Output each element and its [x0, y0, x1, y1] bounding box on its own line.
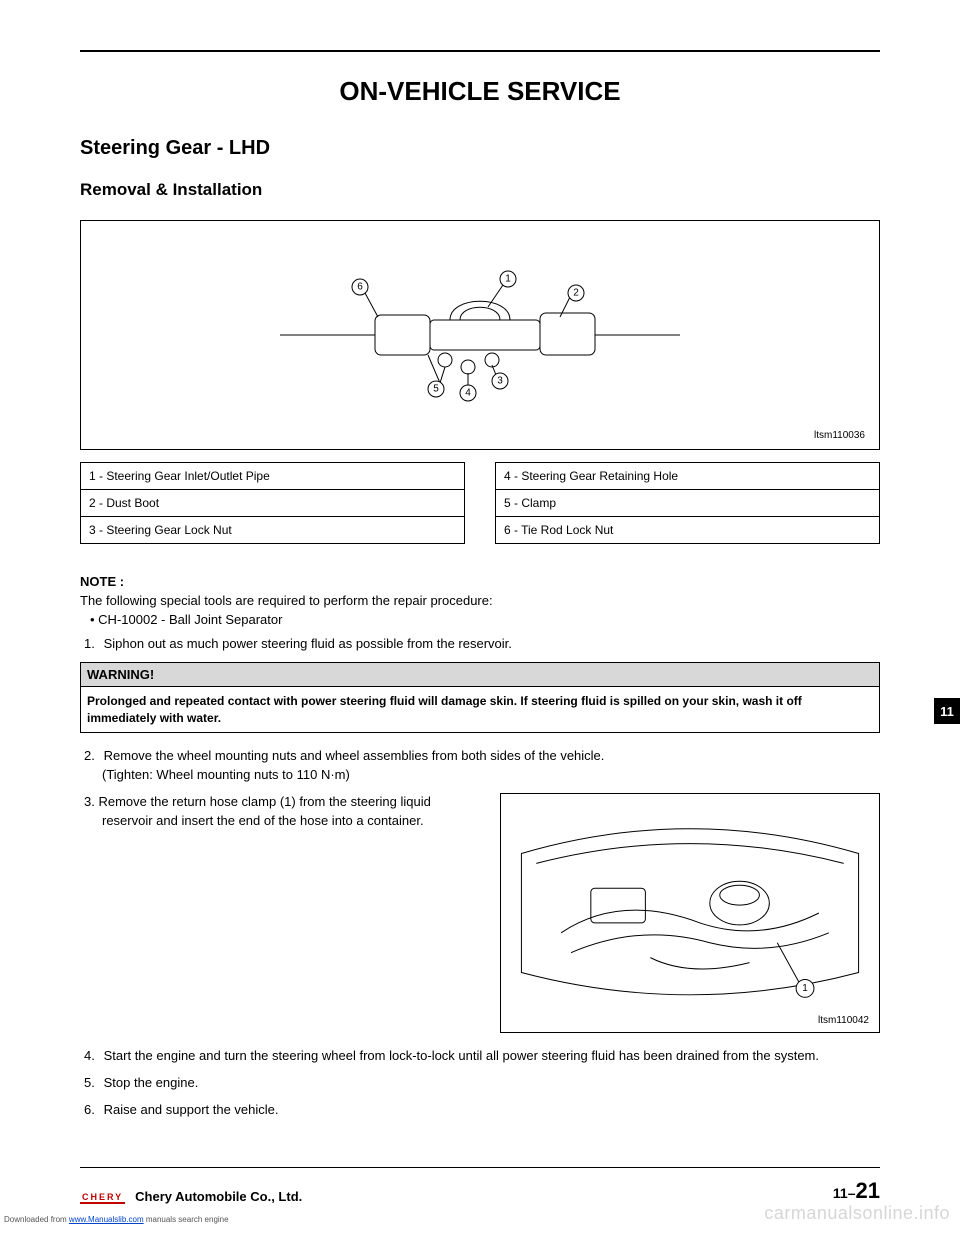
callout-4: 4 [465, 388, 471, 399]
step-2: 2. Remove the wheel mounting nuts and wh… [80, 747, 880, 785]
manualslib-link[interactable]: www.Manualslib.com [69, 1215, 144, 1224]
note-text: The following special tools are required… [80, 593, 880, 608]
engine-bay-diagram: 1 [501, 794, 879, 1032]
subsection-title: Removal & Installation [80, 180, 880, 200]
callout-5: 5 [433, 384, 439, 395]
callout-6: 6 [357, 282, 363, 293]
dl-prefix: Downloaded from [4, 1215, 69, 1224]
page-footer: CHERY Chery Automobile Co., Ltd. 11–21 [80, 1167, 880, 1204]
chery-logo: CHERY [80, 1192, 125, 1204]
warning-body: Prolonged and repeated contact with powe… [81, 687, 879, 733]
download-note: Downloaded from www.Manualslib.com manua… [4, 1215, 229, 1224]
callout-3: 3 [497, 376, 503, 387]
step-3: 3. Remove the return hose clamp (1) from… [80, 793, 484, 1033]
step-4-text: Start the engine and turn the steering w… [104, 1048, 819, 1063]
watermark: carmanualsonline.info [764, 1203, 950, 1224]
callout-1: 1 [505, 274, 511, 285]
step-5: 5. Stop the engine. [80, 1074, 880, 1093]
parts-tables: 1 - Steering Gear Inlet/Outlet Pipe 2 - … [80, 462, 880, 544]
table-row: 2 - Dust Boot [81, 490, 465, 517]
figure-1-label: ltsm110036 [814, 430, 865, 441]
step-6: 6. Raise and support the vehicle. [80, 1101, 880, 1120]
parts-table-right: 4 - Steering Gear Retaining Hole 5 - Cla… [495, 462, 880, 544]
table-row: 1 - Steering Gear Inlet/Outlet Pipe [81, 463, 465, 490]
parts-table-left: 1 - Steering Gear Inlet/Outlet Pipe 2 - … [80, 462, 465, 544]
page-number: 11–21 [833, 1178, 880, 1204]
steering-gear-diagram: 1 2 3 4 5 6 [270, 255, 690, 415]
warning-header: WARNING! [81, 663, 879, 687]
step-2-text-b: (Tighten: Wheel mounting nuts to 110 N·m… [102, 767, 350, 782]
chapter-tab: 11 [934, 698, 960, 724]
step-5-text: Stop the engine. [104, 1075, 199, 1090]
figure-2-callout: 1 [802, 983, 808, 994]
step-3-text: Remove the return hose clamp (1) from th… [98, 794, 430, 828]
table-row: 5 - Clamp [496, 490, 880, 517]
note-bullet: CH-10002 - Ball Joint Separator [80, 612, 880, 627]
step-1-text: Siphon out as much power steering fluid … [104, 636, 512, 651]
warning-box: WARNING! Prolonged and repeated contact … [80, 662, 880, 734]
table-row: 6 - Tie Rod Lock Nut [496, 517, 880, 544]
table-row: 3 - Steering Gear Lock Nut [81, 517, 465, 544]
top-rule [80, 50, 880, 52]
figure-1-box: 1 2 3 4 5 6 ltsm110036 [80, 220, 880, 450]
dl-suffix: manuals search engine [144, 1215, 229, 1224]
main-title: ON-VEHICLE SERVICE [80, 76, 880, 107]
step-2-text-a: Remove the wheel mounting nuts and wheel… [104, 748, 605, 763]
note-label: NOTE : [80, 574, 880, 589]
table-row: 4 - Steering Gear Retaining Hole [496, 463, 880, 490]
figure-2-label: ltsm110042 [818, 1015, 869, 1026]
step-6-text: Raise and support the vehicle. [104, 1102, 279, 1117]
step-4: 4. Start the engine and turn the steerin… [80, 1047, 880, 1066]
figure-2-box: 1 ltsm110042 [500, 793, 880, 1033]
page-number-big: 21 [856, 1178, 880, 1203]
section-title: Steering Gear - LHD [80, 137, 880, 160]
callout-2: 2 [573, 288, 579, 299]
company-name: Chery Automobile Co., Ltd. [135, 1189, 302, 1204]
step-1: 1. Siphon out as much power steering flu… [80, 635, 880, 654]
page-prefix: 11– [833, 1185, 856, 1201]
